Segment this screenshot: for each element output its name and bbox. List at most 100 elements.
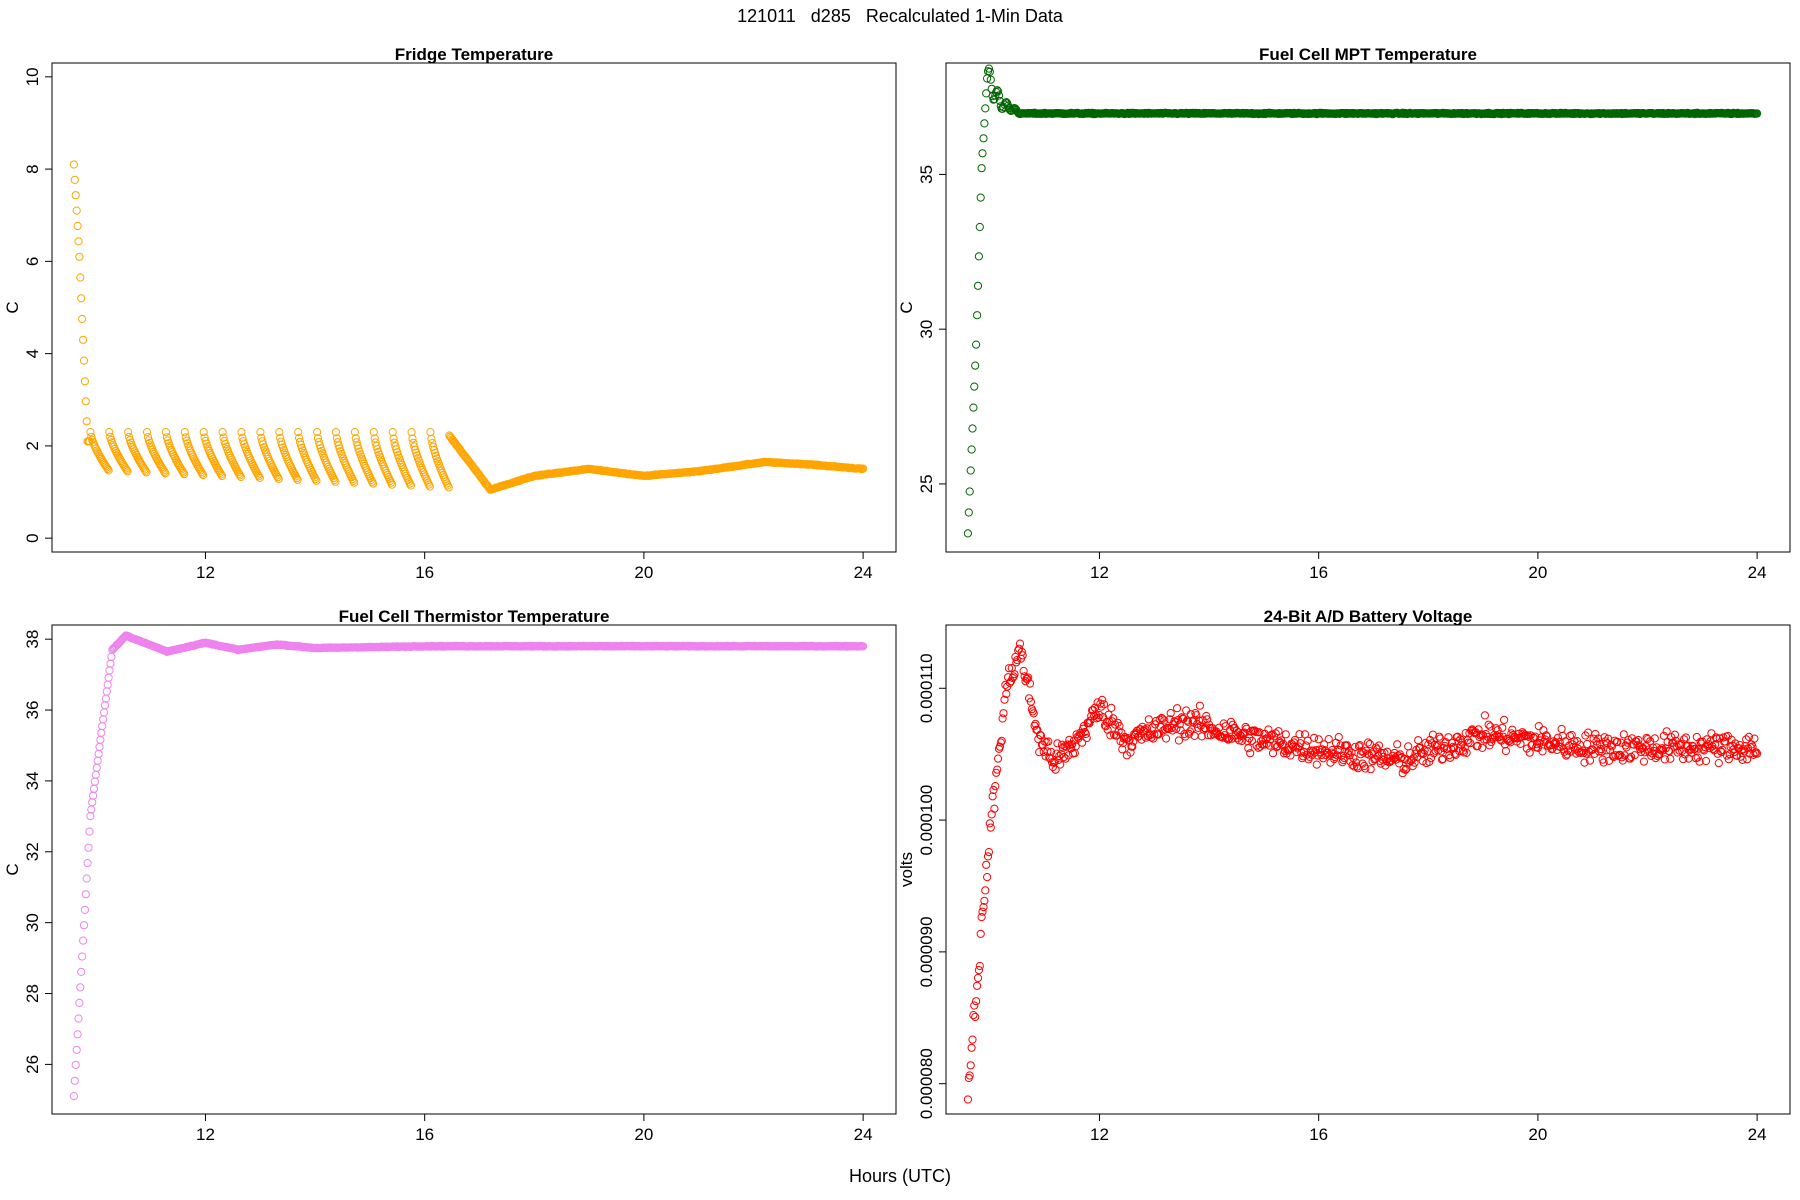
data-point bbox=[1459, 748, 1469, 757]
data-point bbox=[973, 281, 983, 290]
data-point bbox=[1372, 743, 1381, 752]
data-point bbox=[1350, 762, 1359, 771]
data-point bbox=[92, 763, 101, 772]
data-point bbox=[993, 86, 1002, 95]
data-point bbox=[973, 981, 982, 990]
data-point bbox=[976, 929, 985, 939]
data-point bbox=[1043, 747, 1052, 756]
data-point bbox=[1414, 736, 1423, 745]
data-point bbox=[1473, 741, 1482, 751]
data-point bbox=[1334, 733, 1343, 742]
data-point bbox=[1296, 739, 1305, 748]
data-point bbox=[1536, 736, 1545, 745]
plot-frame bbox=[51, 624, 897, 1115]
data-point bbox=[1712, 734, 1722, 743]
data-point bbox=[967, 445, 976, 454]
data-point bbox=[971, 361, 980, 370]
data-point bbox=[1163, 723, 1173, 733]
y-tick-label: 4 bbox=[23, 349, 42, 358]
data-point bbox=[859, 642, 868, 651]
data-point bbox=[124, 428, 133, 437]
data-point bbox=[979, 903, 988, 912]
data-point bbox=[73, 1030, 82, 1039]
data-point bbox=[125, 432, 134, 442]
data-point bbox=[388, 428, 397, 437]
data-point bbox=[1670, 730, 1680, 739]
panel-title: Fuel Cell Thermistor Temperature bbox=[339, 607, 610, 626]
data-point bbox=[81, 890, 90, 899]
data-point bbox=[102, 687, 111, 696]
data-point bbox=[1013, 655, 1022, 665]
data-point bbox=[101, 694, 111, 703]
data-point bbox=[313, 428, 322, 437]
data-point bbox=[141, 466, 150, 475]
data-point bbox=[1709, 744, 1718, 754]
data-point bbox=[1004, 673, 1013, 682]
data-point bbox=[1750, 734, 1759, 743]
data-point bbox=[995, 742, 1005, 751]
data-point bbox=[1566, 747, 1575, 756]
data-point bbox=[1046, 747, 1056, 756]
plot-frame bbox=[945, 62, 1791, 553]
data-point bbox=[1019, 666, 1028, 676]
data-point bbox=[72, 206, 81, 215]
data-point bbox=[1107, 703, 1116, 713]
data-point bbox=[1355, 741, 1364, 750]
data-point bbox=[1358, 759, 1367, 768]
data-point bbox=[1538, 747, 1547, 756]
data-point bbox=[1498, 723, 1507, 732]
data-point bbox=[107, 652, 116, 661]
data-point bbox=[1020, 672, 1029, 681]
data-point bbox=[78, 314, 87, 324]
data-point bbox=[74, 237, 83, 246]
data-point bbox=[1701, 756, 1711, 766]
data-point bbox=[1224, 735, 1233, 744]
data-point bbox=[1639, 757, 1649, 766]
data-point bbox=[1589, 734, 1598, 743]
data-point bbox=[331, 428, 341, 437]
data-point bbox=[1500, 715, 1509, 725]
data-point bbox=[277, 437, 286, 446]
x-tick-label: 24 bbox=[1748, 1125, 1767, 1144]
data-point bbox=[105, 428, 114, 437]
data-point bbox=[1090, 703, 1100, 712]
data-point bbox=[974, 966, 984, 975]
data-point bbox=[1525, 748, 1534, 757]
data-point bbox=[295, 437, 305, 446]
data-point bbox=[997, 736, 1006, 746]
data-point bbox=[1118, 745, 1127, 754]
data-point bbox=[1174, 736, 1184, 745]
data-point bbox=[142, 468, 151, 477]
data-point bbox=[77, 294, 86, 303]
x-tick-label: 24 bbox=[854, 563, 873, 582]
data-point bbox=[1036, 730, 1045, 740]
data-point bbox=[1409, 753, 1418, 762]
data-point bbox=[973, 311, 982, 320]
data-point bbox=[1363, 738, 1373, 747]
data-point bbox=[1268, 749, 1278, 758]
data-point bbox=[1320, 740, 1329, 749]
data-point bbox=[974, 252, 984, 261]
data-point bbox=[1542, 732, 1552, 741]
data-point bbox=[1185, 727, 1195, 736]
data-point bbox=[970, 382, 979, 391]
data-point bbox=[1076, 728, 1085, 737]
data-point bbox=[1553, 733, 1563, 742]
data-point bbox=[78, 952, 87, 961]
data-point bbox=[1377, 748, 1386, 758]
data-point bbox=[1351, 742, 1360, 752]
data-point bbox=[1662, 727, 1671, 736]
data-point bbox=[93, 756, 102, 765]
data-point bbox=[123, 467, 132, 476]
data-point bbox=[965, 487, 974, 496]
data-point bbox=[94, 749, 103, 759]
data-point bbox=[88, 798, 97, 807]
data-point bbox=[293, 475, 302, 484]
data-point bbox=[162, 433, 171, 442]
data-point bbox=[307, 467, 316, 476]
data-point bbox=[351, 434, 360, 443]
data-point bbox=[965, 1071, 974, 1080]
data-point bbox=[1681, 733, 1691, 742]
data-point bbox=[994, 87, 1003, 96]
